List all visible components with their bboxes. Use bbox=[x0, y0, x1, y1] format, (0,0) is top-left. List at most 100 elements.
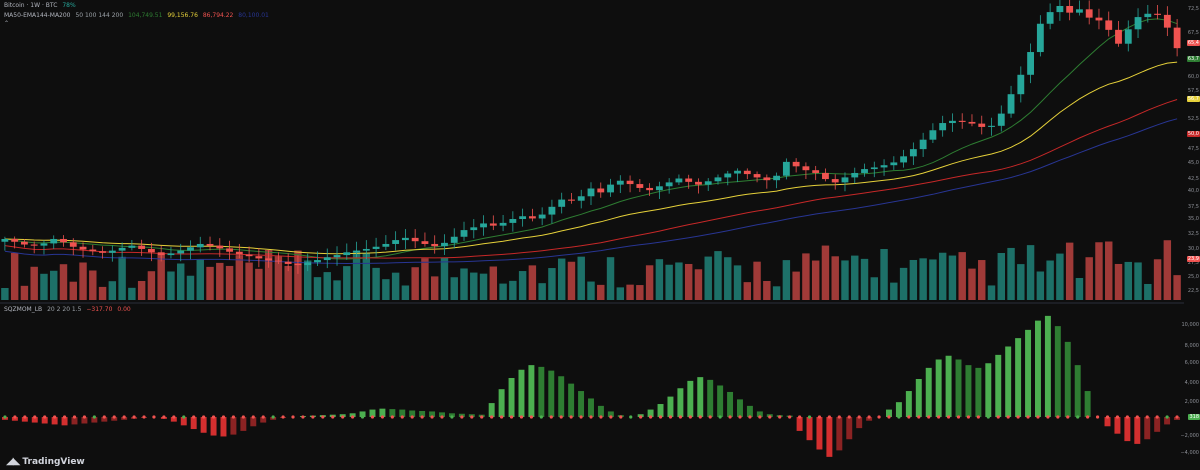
squeeze-dot bbox=[1175, 415, 1179, 419]
squeeze-dot bbox=[380, 415, 385, 419]
squeeze-dot bbox=[62, 415, 67, 419]
volume-bar bbox=[245, 262, 253, 300]
volume-bar bbox=[264, 250, 273, 300]
volume-bar bbox=[899, 267, 908, 300]
osc-axis-label: 10,000 bbox=[1181, 322, 1200, 328]
candle-body bbox=[997, 113, 1005, 126]
candle-body bbox=[147, 248, 155, 253]
ma-legend-name: MA50-EMA144-MA200 bbox=[4, 12, 71, 19]
squeeze-dot bbox=[738, 415, 742, 419]
volume-bar bbox=[870, 277, 879, 300]
candle-body bbox=[1124, 29, 1132, 44]
candle-body bbox=[470, 227, 478, 231]
volume-bar bbox=[137, 281, 146, 300]
squeeze-dot bbox=[1095, 415, 1100, 419]
volume-bar bbox=[411, 267, 419, 300]
candle-body bbox=[450, 236, 458, 243]
ma-blue-value: 80,100.01 bbox=[238, 12, 269, 19]
volume-bar bbox=[479, 273, 488, 300]
collapse-legend-button[interactable]: ⌃ bbox=[4, 20, 12, 28]
price-axis-label: 45,0 bbox=[1187, 160, 1199, 166]
volume-bar bbox=[1075, 278, 1084, 300]
squeeze-dot bbox=[708, 415, 712, 419]
squeeze-dot bbox=[877, 415, 881, 419]
volume-bar bbox=[694, 269, 703, 300]
squeeze-dot bbox=[678, 415, 682, 419]
squeeze-dot bbox=[311, 415, 315, 419]
squeeze-dot bbox=[529, 415, 534, 419]
ma50-value: 104,749.51 bbox=[128, 12, 163, 19]
candle-body bbox=[372, 246, 380, 249]
volume-bar bbox=[821, 245, 830, 300]
squeeze-dot bbox=[1165, 415, 1169, 419]
candle-body bbox=[675, 178, 683, 183]
squeeze-dot bbox=[599, 415, 603, 419]
volume-bar bbox=[782, 260, 791, 300]
volume-bar bbox=[929, 259, 937, 300]
volume-bar bbox=[1056, 253, 1064, 300]
candle-body bbox=[734, 170, 741, 174]
candle-body bbox=[665, 182, 673, 187]
volume-bar bbox=[860, 258, 869, 300]
candle-body bbox=[1144, 13, 1152, 18]
watermark-text: TradingView bbox=[22, 456, 85, 467]
squeeze-dot bbox=[956, 415, 961, 419]
volume-bar bbox=[1, 288, 9, 300]
candle-body bbox=[1076, 9, 1083, 13]
candle-body bbox=[587, 188, 595, 197]
candle-body bbox=[157, 252, 165, 256]
price-axis-label: 57,5 bbox=[1187, 88, 1199, 94]
squeeze-dot bbox=[867, 415, 871, 419]
candle-body bbox=[274, 260, 282, 262]
sqz-legend[interactable]: SQZMOM_LB 20 2 20 1.5 −317.70 0.00 bbox=[4, 306, 134, 314]
price-axis-label: 37,5 bbox=[1187, 204, 1199, 210]
candle-body bbox=[392, 240, 400, 244]
volume-bar bbox=[557, 258, 566, 300]
squeeze-dot bbox=[1056, 415, 1060, 419]
candle-body bbox=[1134, 17, 1142, 30]
symbol-legend[interactable]: Bitcoin · 1W · BTC 78% bbox=[4, 2, 79, 10]
ma-legend[interactable]: MA50-EMA144-MA200 50 100 144 200 104,749… bbox=[4, 12, 272, 20]
volume-bar bbox=[1144, 283, 1152, 300]
price-axis-label: 25,0 bbox=[1187, 274, 1199, 280]
candle-body bbox=[401, 237, 409, 241]
osc-axis-label: 4,000 bbox=[1184, 380, 1199, 386]
candle-body bbox=[558, 199, 566, 207]
price-axis[interactable]: 72,567,562,560,057,552,550,047,545,042,5… bbox=[1180, 0, 1200, 470]
volume-bar bbox=[362, 253, 371, 300]
candle-body bbox=[362, 248, 370, 251]
volume-bar bbox=[684, 263, 693, 300]
price-axis-label: 30,0 bbox=[1187, 246, 1199, 252]
price-axis-label: 22,5 bbox=[1187, 288, 1199, 294]
volume-bar bbox=[616, 287, 625, 300]
volume-bar bbox=[802, 253, 810, 300]
squeeze-dot bbox=[3, 415, 7, 419]
price-axis-label: 35,0 bbox=[1187, 216, 1199, 222]
volume-bar bbox=[40, 273, 48, 300]
squeeze-dot bbox=[857, 415, 861, 419]
squeeze-dot bbox=[251, 415, 255, 419]
volume-bar bbox=[430, 276, 439, 300]
price-tag: 50,0 bbox=[1186, 131, 1200, 137]
squeeze-dot bbox=[1086, 415, 1090, 419]
volume-bar bbox=[509, 280, 517, 300]
squeeze-dot bbox=[837, 415, 841, 419]
squeeze-dot bbox=[559, 415, 563, 419]
candle-body bbox=[822, 172, 829, 180]
squeeze-dot bbox=[629, 415, 633, 419]
squeeze-dot bbox=[937, 415, 941, 419]
squeeze-dot bbox=[152, 415, 156, 419]
squeeze-dot bbox=[112, 415, 116, 419]
candle-body bbox=[1017, 74, 1025, 95]
candle-body bbox=[411, 237, 419, 242]
volume-bar bbox=[714, 251, 722, 300]
candle-body bbox=[704, 181, 712, 185]
volume-bar bbox=[313, 277, 322, 300]
candle-body bbox=[743, 170, 751, 175]
candle-body bbox=[792, 161, 800, 167]
volume-bar bbox=[225, 265, 234, 300]
candle-body bbox=[802, 166, 810, 171]
candle-body bbox=[880, 165, 888, 168]
